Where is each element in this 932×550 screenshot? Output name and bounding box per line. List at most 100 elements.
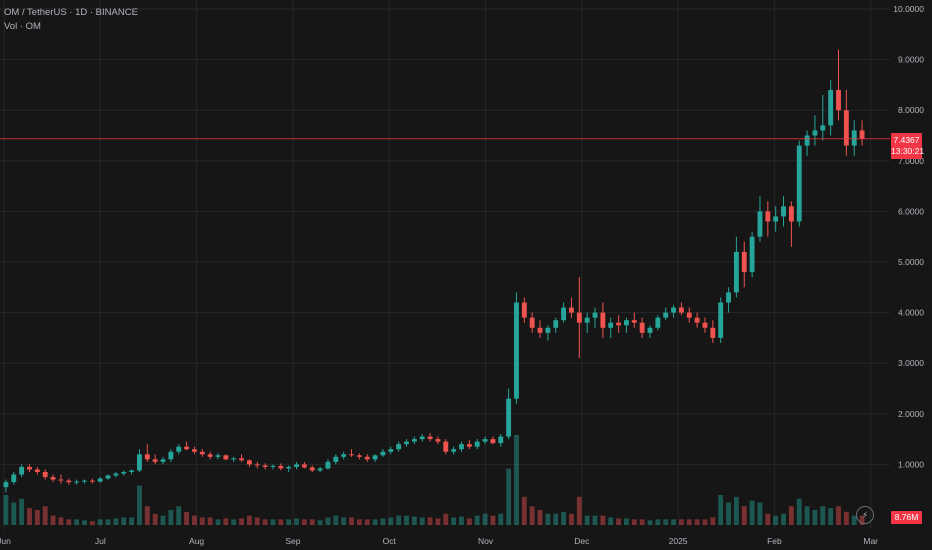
- candle-body: [482, 439, 488, 442]
- volume-bar: [11, 502, 17, 525]
- candle-body: [199, 451, 205, 455]
- candle-body: [639, 322, 645, 333]
- volume-bar: [647, 520, 653, 525]
- x-tick-label: Nov: [478, 536, 494, 546]
- volume-bar: [843, 511, 849, 525]
- candle-body: [207, 454, 213, 457]
- volume-bar: [184, 511, 190, 525]
- last-price-tag: 7.4367 13:30:21: [891, 133, 925, 159]
- volume-bar: [427, 517, 433, 525]
- y-tick-label: 8.0000: [898, 105, 924, 115]
- candle-body: [451, 449, 457, 452]
- volume-bar: [270, 519, 276, 525]
- chart-legend: OM / TetherUS · 1D · BINANCE Vol · OM: [4, 6, 138, 34]
- candle-body: [372, 455, 378, 460]
- y-tick-label: 4.0000: [898, 308, 924, 318]
- candle-body: [254, 464, 260, 466]
- volume-bar: [364, 519, 370, 525]
- volume-bar: [223, 518, 229, 525]
- volume-bar: [521, 496, 527, 525]
- candle-body: [286, 466, 292, 469]
- candle-body: [553, 320, 559, 328]
- last-volume-tag: 8.76M: [891, 511, 922, 524]
- candle-body: [50, 477, 56, 480]
- candle-body: [600, 312, 606, 328]
- volume-bar: [144, 506, 150, 525]
- candle-body: [152, 459, 158, 462]
- candle-body: [655, 317, 661, 328]
- candle-body: [647, 327, 653, 333]
- candle-body: [702, 322, 708, 328]
- volume-bar: [3, 495, 9, 525]
- volume-bar: [757, 502, 763, 525]
- y-tick-label: 10.0000: [893, 4, 924, 14]
- candle-body: [584, 317, 590, 323]
- volume-bar: [639, 519, 645, 525]
- candle-body: [836, 89, 841, 111]
- candle-body: [663, 312, 669, 318]
- x-tick-label: Feb: [767, 536, 782, 546]
- candle-body: [278, 465, 284, 469]
- candle-body: [144, 454, 150, 460]
- candle-countdown: 13:30:21: [891, 146, 925, 156]
- volume-bar: [498, 513, 504, 525]
- volume-bar: [828, 508, 834, 525]
- candle-body: [411, 439, 417, 442]
- volume-bar: [129, 517, 135, 525]
- candle-body: [828, 89, 834, 126]
- volume-bar: [514, 435, 519, 525]
- candle-body: [223, 455, 229, 460]
- volume-bar: [168, 510, 174, 525]
- symbol-label[interactable]: OM / TetherUS · 1D · BINANCE: [4, 7, 138, 18]
- volume-bar: [569, 513, 574, 525]
- volume-bar: [333, 515, 339, 525]
- candle-body: [270, 465, 276, 467]
- volume-bar: [749, 500, 755, 525]
- candle-body: [34, 469, 40, 472]
- volume-bar: [741, 506, 747, 525]
- candle-body: [97, 478, 103, 482]
- volume-bar: [466, 518, 472, 525]
- candle-body: [184, 446, 190, 450]
- y-tick-label: 9.0000: [898, 55, 924, 65]
- volume-bar: [278, 519, 284, 525]
- volume-bar: [576, 496, 582, 525]
- candle-body: [19, 466, 25, 475]
- candle-body: [160, 459, 166, 462]
- volume-bar: [176, 506, 182, 525]
- last-price-value: 7.4367: [893, 135, 920, 145]
- candle-body: [239, 458, 244, 461]
- candle-body: [529, 317, 535, 328]
- volume-bar: [42, 506, 48, 525]
- candle-body: [74, 481, 80, 483]
- volume-bar: [419, 517, 425, 525]
- candle-body: [404, 441, 409, 445]
- volume-bar: [317, 520, 323, 525]
- volume-bar: [349, 517, 354, 525]
- candle-body: [671, 307, 676, 313]
- lightning-icon[interactable]: ⚡: [856, 506, 874, 524]
- volume-bar: [443, 513, 449, 525]
- volume-label[interactable]: Vol · OM: [4, 21, 41, 32]
- volume-bar: [294, 518, 299, 525]
- y-tick-label: 7.0000: [898, 156, 924, 166]
- y-tick-label: 6.0000: [898, 206, 924, 216]
- candle-body: [843, 110, 849, 146]
- x-tick-label: Aug: [189, 536, 204, 546]
- candle-body: [105, 475, 111, 479]
- candle-body: [333, 456, 339, 462]
- volume-bar: [207, 517, 213, 525]
- volume-bar: [553, 513, 559, 525]
- volume-bar: [380, 518, 386, 525]
- candle-body: [121, 471, 127, 474]
- candle-body: [176, 446, 182, 452]
- volume-bar: [192, 515, 197, 525]
- volume-bar: [262, 519, 268, 525]
- volume-bar: [765, 513, 771, 525]
- candle-body: [592, 312, 598, 318]
- volume-bar: [678, 519, 684, 525]
- volume-bar: [631, 519, 637, 525]
- candle-body: [427, 436, 433, 440]
- candle-body: [757, 211, 763, 237]
